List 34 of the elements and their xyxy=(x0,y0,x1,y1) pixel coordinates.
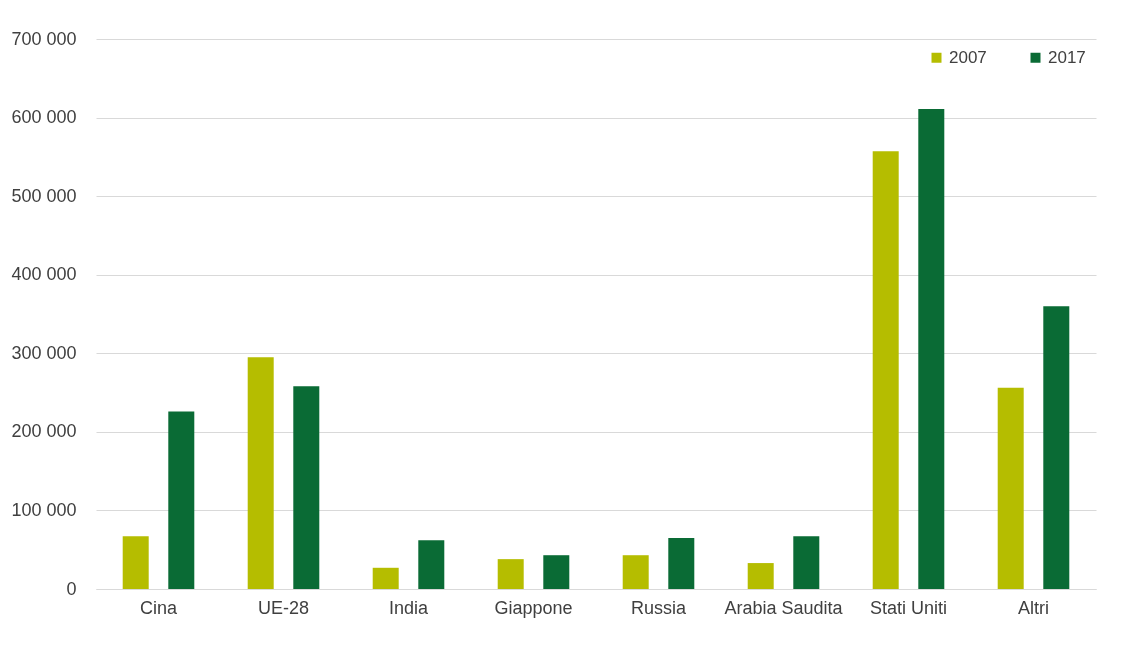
x-tick-label: India xyxy=(388,597,429,618)
x-tick-label: UE-28 xyxy=(257,597,310,618)
x-tick-label: Russia xyxy=(630,597,687,618)
bar xyxy=(747,563,774,589)
bar xyxy=(543,555,570,589)
x-tick-label: Giappone xyxy=(494,597,573,618)
bar xyxy=(1043,306,1070,589)
y-tick-label: 300 000 xyxy=(11,342,77,363)
x-tick-label: Stati Uniti xyxy=(869,597,948,618)
bar xyxy=(918,108,945,589)
y-tick-label: 100 000 xyxy=(11,499,77,520)
legend-label: 2017 xyxy=(1048,47,1086,67)
bar xyxy=(793,536,820,589)
bar xyxy=(997,387,1024,589)
bar xyxy=(247,357,274,589)
y-tick-label: 400 000 xyxy=(11,264,77,285)
y-tick-label: 0 xyxy=(66,578,77,599)
bar xyxy=(622,555,649,589)
y-tick-label: 500 000 xyxy=(11,185,77,206)
x-tick-label: Arabia Saudita xyxy=(724,597,844,618)
x-tick-label: Altri xyxy=(1018,597,1049,618)
y-tick-label: 200 000 xyxy=(11,421,77,442)
bar xyxy=(372,567,399,589)
legend-label: 2007 xyxy=(949,47,987,67)
bar xyxy=(418,540,445,589)
x-tick-label: Cina xyxy=(139,597,178,618)
bar xyxy=(872,151,899,589)
bar xyxy=(497,559,524,589)
bar xyxy=(668,537,695,589)
bar xyxy=(293,386,320,589)
y-tick-label: 700 000 xyxy=(11,28,77,49)
bar xyxy=(168,411,195,589)
y-tick-label: 600 000 xyxy=(11,107,77,128)
bar xyxy=(122,536,149,589)
